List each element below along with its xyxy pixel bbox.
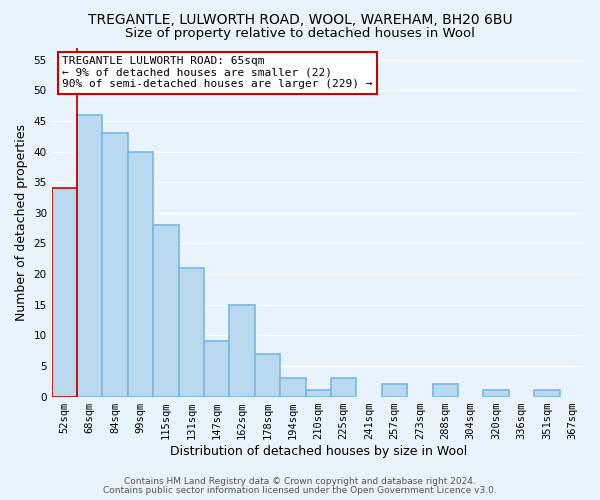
- X-axis label: Distribution of detached houses by size in Wool: Distribution of detached houses by size …: [170, 444, 467, 458]
- Bar: [331, 378, 356, 396]
- Bar: [255, 354, 280, 397]
- Bar: [52, 188, 77, 396]
- Text: Contains public sector information licensed under the Open Government Licence v3: Contains public sector information licen…: [103, 486, 497, 495]
- Bar: [179, 268, 204, 396]
- Bar: [103, 133, 128, 396]
- Y-axis label: Number of detached properties: Number of detached properties: [15, 124, 28, 320]
- Bar: [153, 225, 179, 396]
- Bar: [204, 342, 229, 396]
- Text: TREGANTLE, LULWORTH ROAD, WOOL, WAREHAM, BH20 6BU: TREGANTLE, LULWORTH ROAD, WOOL, WAREHAM,…: [88, 12, 512, 26]
- Text: Contains HM Land Registry data © Crown copyright and database right 2024.: Contains HM Land Registry data © Crown c…: [124, 477, 476, 486]
- Text: TREGANTLE LULWORTH ROAD: 65sqm
← 9% of detached houses are smaller (22)
90% of s: TREGANTLE LULWORTH ROAD: 65sqm ← 9% of d…: [62, 56, 373, 90]
- Bar: [77, 115, 103, 396]
- Bar: [534, 390, 560, 396]
- Bar: [382, 384, 407, 396]
- Text: Size of property relative to detached houses in Wool: Size of property relative to detached ho…: [125, 28, 475, 40]
- Bar: [484, 390, 509, 396]
- Bar: [128, 152, 153, 396]
- Bar: [229, 304, 255, 396]
- Bar: [280, 378, 305, 396]
- Bar: [305, 390, 331, 396]
- Bar: [433, 384, 458, 396]
